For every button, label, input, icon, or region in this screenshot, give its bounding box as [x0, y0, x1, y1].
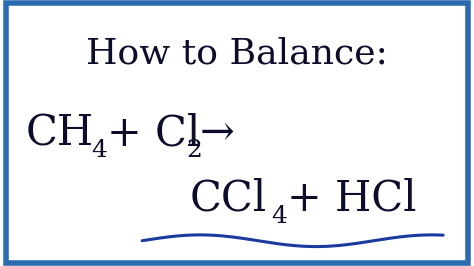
- Text: →: →: [200, 112, 235, 154]
- Text: + Cl: + Cl: [107, 112, 200, 154]
- Text: How to Balance:: How to Balance:: [86, 36, 388, 70]
- Text: 4: 4: [91, 139, 107, 162]
- Text: + HCl: + HCl: [287, 177, 416, 219]
- Text: CH: CH: [26, 112, 94, 154]
- Text: 4: 4: [272, 205, 287, 228]
- Text: 2: 2: [186, 139, 202, 162]
- Text: CCl: CCl: [190, 177, 267, 219]
